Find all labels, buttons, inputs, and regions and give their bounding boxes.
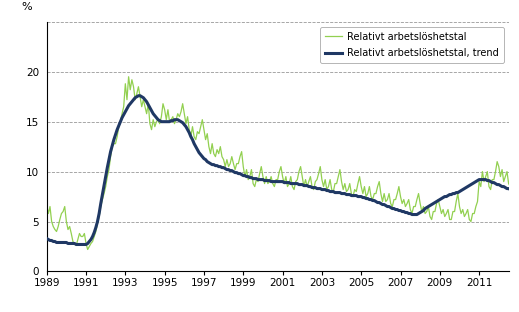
Relativt arbetslöshetstal xyxy=(55,225,61,228)
Text: %: % xyxy=(21,2,32,12)
Relativt arbetslöshetstal, trend xyxy=(466,184,472,188)
Relativt arbetslöshetstal, trend xyxy=(477,178,484,182)
Relativt arbetslöshetstal, trend xyxy=(484,179,490,183)
Relativt arbetslöshetstal, trend xyxy=(44,236,50,240)
Relativt arbetslöshetstal, trend xyxy=(73,243,79,246)
Relativt arbetslöshetstal, trend xyxy=(135,94,142,98)
Relativt arbetslöshetstal xyxy=(85,248,91,251)
Relativt arbetslöshetstal xyxy=(44,204,50,207)
Relativt arbetslöshetstal xyxy=(477,185,484,188)
Relativt arbetslöshetstal xyxy=(484,170,490,173)
Relativt arbetslöshetstal xyxy=(126,75,132,79)
Relativt arbetslöshetstal, trend xyxy=(217,165,224,168)
Line: Relativt arbetslöshetstal, trend: Relativt arbetslöshetstal, trend xyxy=(47,96,519,245)
Line: Relativt arbetslöshetstal: Relativt arbetslöshetstal xyxy=(47,77,519,250)
Relativt arbetslöshetstal xyxy=(217,145,224,149)
Legend: Relativt arbetslöshetstal, Relativt arbetslöshetstal, trend: Relativt arbetslöshetstal, Relativt arbe… xyxy=(320,27,504,63)
Relativt arbetslöshetstal, trend xyxy=(55,241,61,244)
Relativt arbetslöshetstal, trend xyxy=(350,194,356,197)
Relativt arbetslöshetstal xyxy=(466,218,472,222)
Relativt arbetslöshetstal xyxy=(350,195,356,198)
